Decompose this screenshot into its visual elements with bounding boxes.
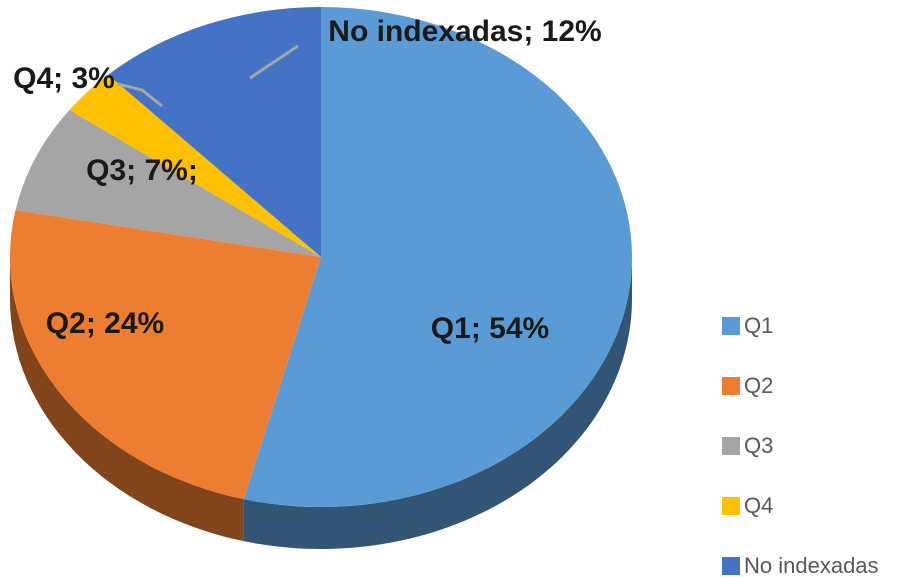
slice-side (10, 257, 244, 542)
legend-label: Q2 (744, 373, 773, 398)
data-label: Q2; 24% (46, 307, 164, 340)
data-label: No indexadas; 12% (328, 15, 601, 48)
legend-swatch (722, 377, 740, 395)
legend-swatch (722, 497, 740, 515)
legend-label: Q4 (744, 493, 773, 518)
legend-swatch (722, 437, 740, 455)
data-label: Q3; 7%; (86, 154, 198, 187)
legend-swatch (722, 557, 740, 575)
legend-label: No indexadas (744, 553, 879, 577)
data-label: Q4; 3% (13, 62, 115, 95)
slice (9, 210, 322, 500)
slice (108, 7, 321, 257)
slice (243, 7, 632, 507)
slice-side (243, 257, 632, 549)
legend-label: Q3 (744, 433, 773, 458)
leader-line (117, 82, 163, 108)
data-label: Q1; 54% (431, 312, 549, 345)
slice (15, 110, 321, 258)
leader-line (249, 44, 299, 80)
legend-label: Q1 (744, 313, 773, 338)
slice (69, 74, 321, 257)
legend-swatch (722, 317, 740, 335)
